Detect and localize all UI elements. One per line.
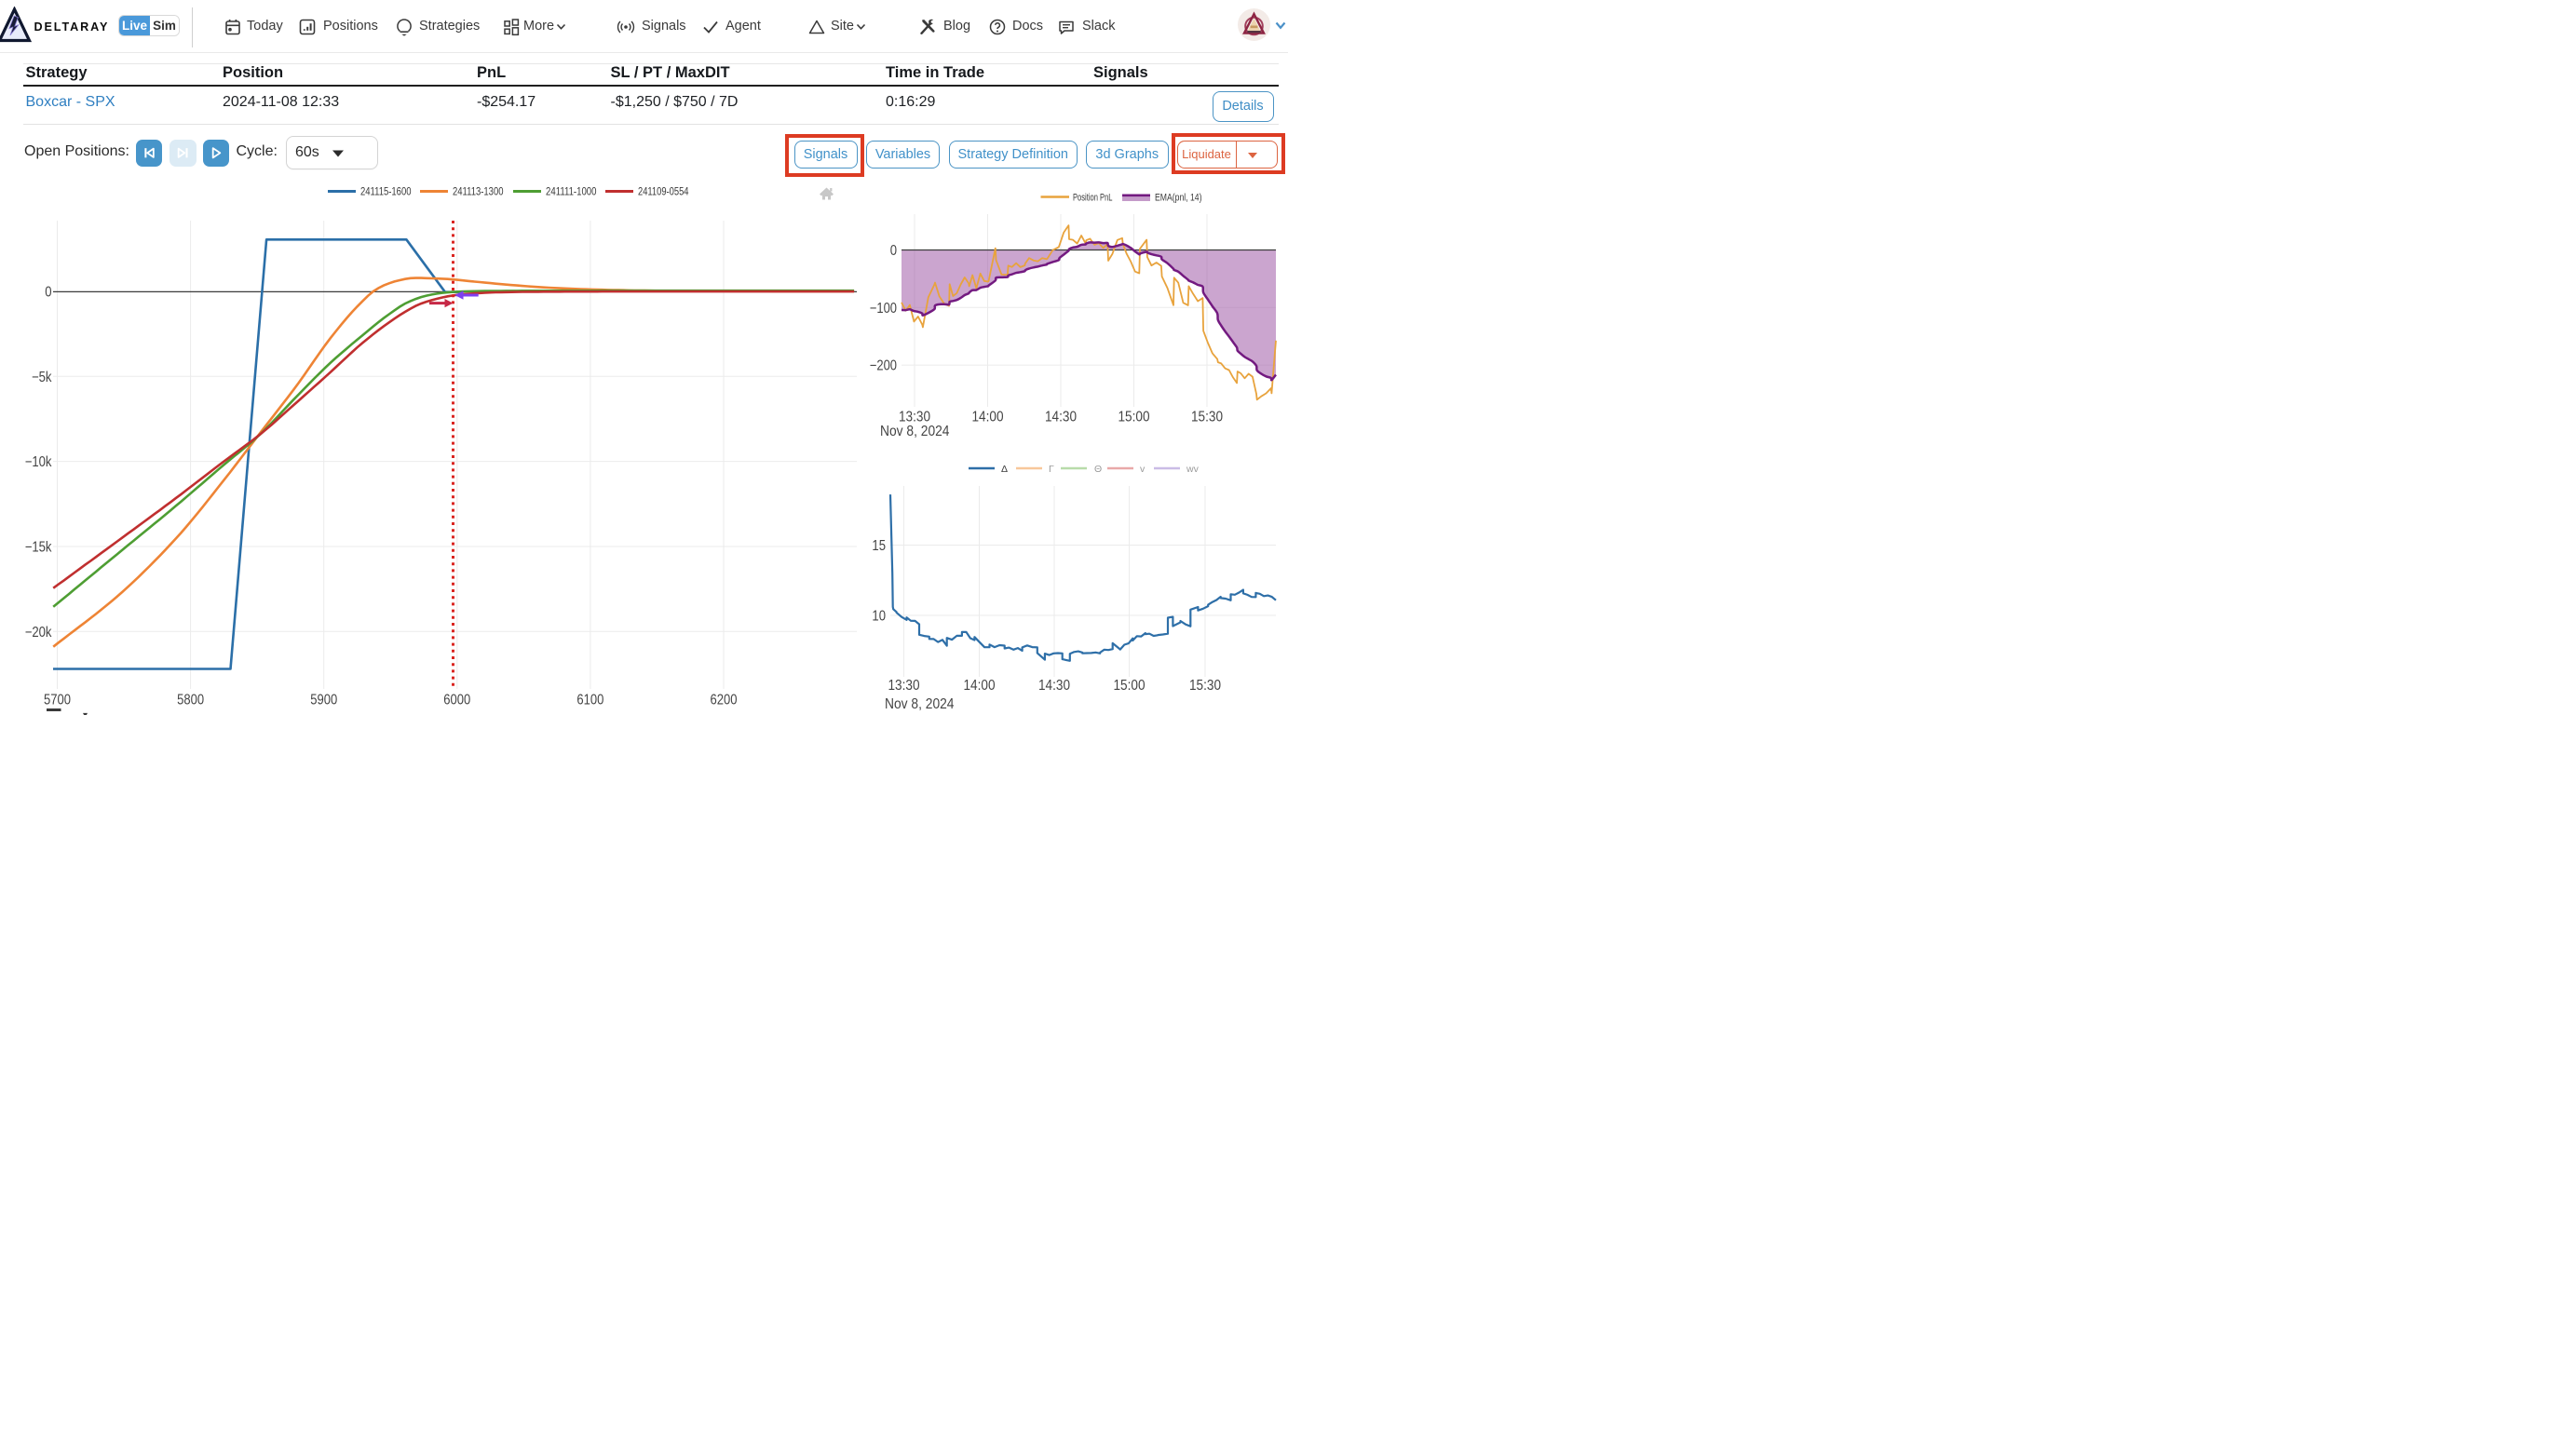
svg-text:5800: 5800 [177,693,204,708]
svg-text:−5k: −5k [32,370,52,385]
svg-text:Position PnL: Position PnL [1073,193,1113,204]
svg-text:Γ: Γ [1049,464,1054,475]
svg-text:−100: −100 [870,301,898,317]
svg-text:13:30: 13:30 [899,410,930,425]
svg-text:−20k: −20k [25,625,52,641]
svg-text:6100: 6100 [576,693,603,708]
svg-text:v: v [1140,464,1146,475]
svg-text:14:30: 14:30 [1038,678,1070,694]
svg-text:14:00: 14:00 [972,410,1004,425]
svg-text:−200: −200 [870,358,898,374]
svg-text:241113-1300: 241113-1300 [453,185,504,198]
svg-text:Δ: Δ [1001,464,1008,475]
svg-text:241109-0554: 241109-0554 [638,185,689,198]
svg-text:13:30: 13:30 [888,678,920,694]
svg-text:15:30: 15:30 [1191,410,1223,425]
svg-text:EMA(pnl, 14): EMA(pnl, 14) [1155,193,1202,204]
svg-text:14:00: 14:00 [964,678,996,694]
svg-text:14:30: 14:30 [1045,410,1077,425]
svg-text:5700: 5700 [44,693,71,708]
svg-text:0: 0 [45,285,52,301]
svg-text:15:00: 15:00 [1114,678,1146,694]
svg-text:Nov 8, 2024: Nov 8, 2024 [880,424,950,439]
svg-text:241111-1000: 241111-1000 [546,185,597,198]
svg-text:10: 10 [872,609,886,625]
svg-text:241115-1600: 241115-1600 [360,185,412,198]
svg-text:wv: wv [1186,464,1200,475]
svg-text:Θ: Θ [1094,464,1102,475]
svg-text:Nov 8, 2024: Nov 8, 2024 [885,696,955,712]
svg-text:6200: 6200 [711,693,738,708]
svg-text:5900: 5900 [310,693,337,708]
svg-text:▾: ▾ [83,710,88,715]
svg-text:6000: 6000 [443,693,470,708]
svg-text:15: 15 [872,538,886,554]
svg-text:15:30: 15:30 [1189,678,1221,694]
svg-text:−10k: −10k [25,454,52,470]
svg-text:−15k: −15k [25,540,52,556]
svg-text:15:00: 15:00 [1119,410,1150,425]
svg-text:0: 0 [890,243,898,259]
